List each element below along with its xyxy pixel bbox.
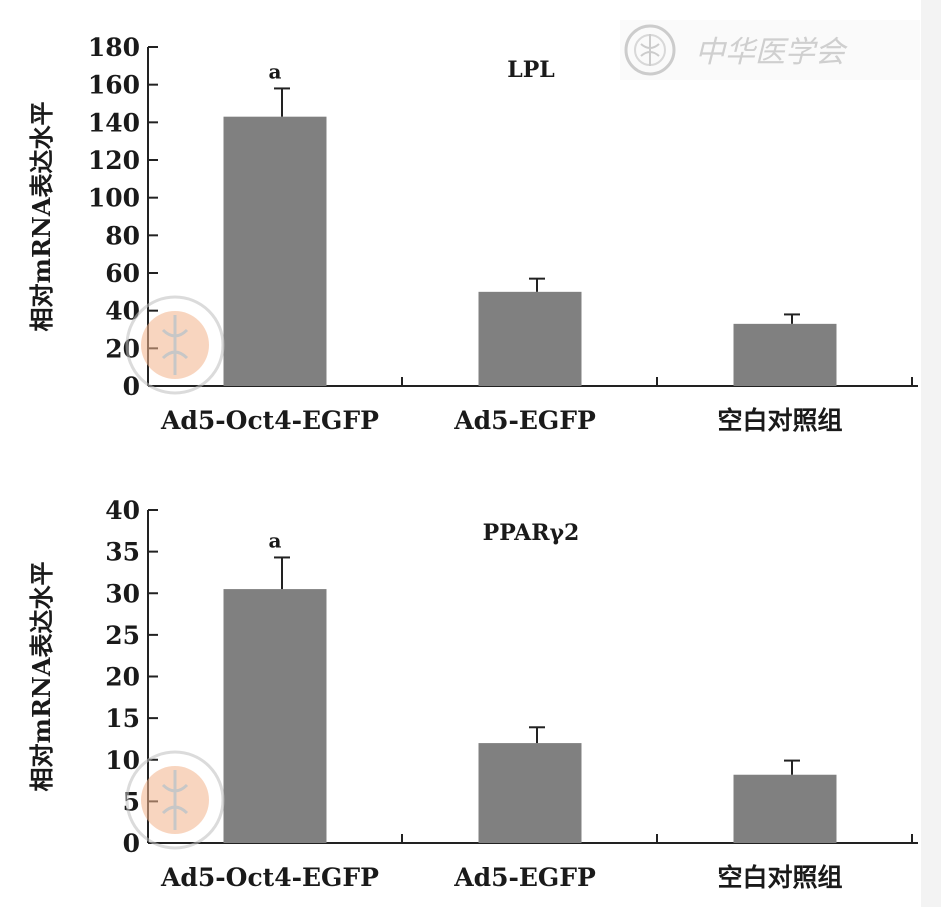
y-tick-label: 100 <box>88 184 140 213</box>
bar-2 <box>478 743 582 843</box>
chart-2: 0 5 10 15 20 25 30 35 40 a Ad5-Oct4-EGFP Ad5-EGFP 空白… <box>27 496 918 892</box>
bar-3 <box>733 774 837 843</box>
y-tick-label: 15 <box>105 704 140 733</box>
y-axis-label: 相对mRNA表达水平 <box>27 562 56 792</box>
y-tick-label: 140 <box>88 108 140 137</box>
category-label-1: Ad5-Oct4-EGFP <box>160 406 379 435</box>
bar-1 <box>223 116 327 386</box>
category-label-1: Ad5-Oct4-EGFP <box>160 863 379 892</box>
y-tick-label: 0 <box>123 372 140 401</box>
y-tick-label: 20 <box>105 334 140 363</box>
y-tick-label: 40 <box>105 496 140 525</box>
y-tick-label: 5 <box>123 787 140 816</box>
chart-title: LPL <box>507 57 554 83</box>
bar-1 <box>223 589 327 843</box>
y-tick-label: 10 <box>105 746 140 775</box>
background-decoration <box>620 0 941 907</box>
y-tick-label: 20 <box>105 663 140 692</box>
y-tick-label: 120 <box>88 146 140 175</box>
category-label-3: 空白对照组 <box>717 863 842 892</box>
bar-2 <box>478 291 582 386</box>
association-seal-watermark-bottom <box>125 750 225 850</box>
category-label-2: Ad5-EGFP <box>453 863 596 892</box>
category-label-3: 空白对照组 <box>717 406 842 435</box>
y-tick-label: 160 <box>88 71 140 100</box>
y-tick-label: 35 <box>105 538 140 567</box>
publisher-logo-watermark: 中华医学会 <box>624 24 848 76</box>
y-axis-label: 相对mRNA表达水平 <box>27 102 56 332</box>
publisher-wordmark: 中华医学会 <box>695 35 848 70</box>
significance-label: a <box>269 528 282 552</box>
bar-3 <box>733 323 837 386</box>
chart-title: PPARγ2 <box>483 520 580 546</box>
y-tick-label: 0 <box>123 829 140 858</box>
association-seal-watermark-top <box>125 295 225 395</box>
significance-label: a <box>269 59 282 83</box>
y-tick-label: 180 <box>88 33 140 62</box>
y-tick-label: 80 <box>105 221 140 250</box>
y-tick-label: 60 <box>105 259 140 288</box>
y-tick-label: 30 <box>105 579 140 608</box>
category-label-2: Ad5-EGFP <box>453 406 596 435</box>
y-tick-label: 25 <box>105 621 140 650</box>
